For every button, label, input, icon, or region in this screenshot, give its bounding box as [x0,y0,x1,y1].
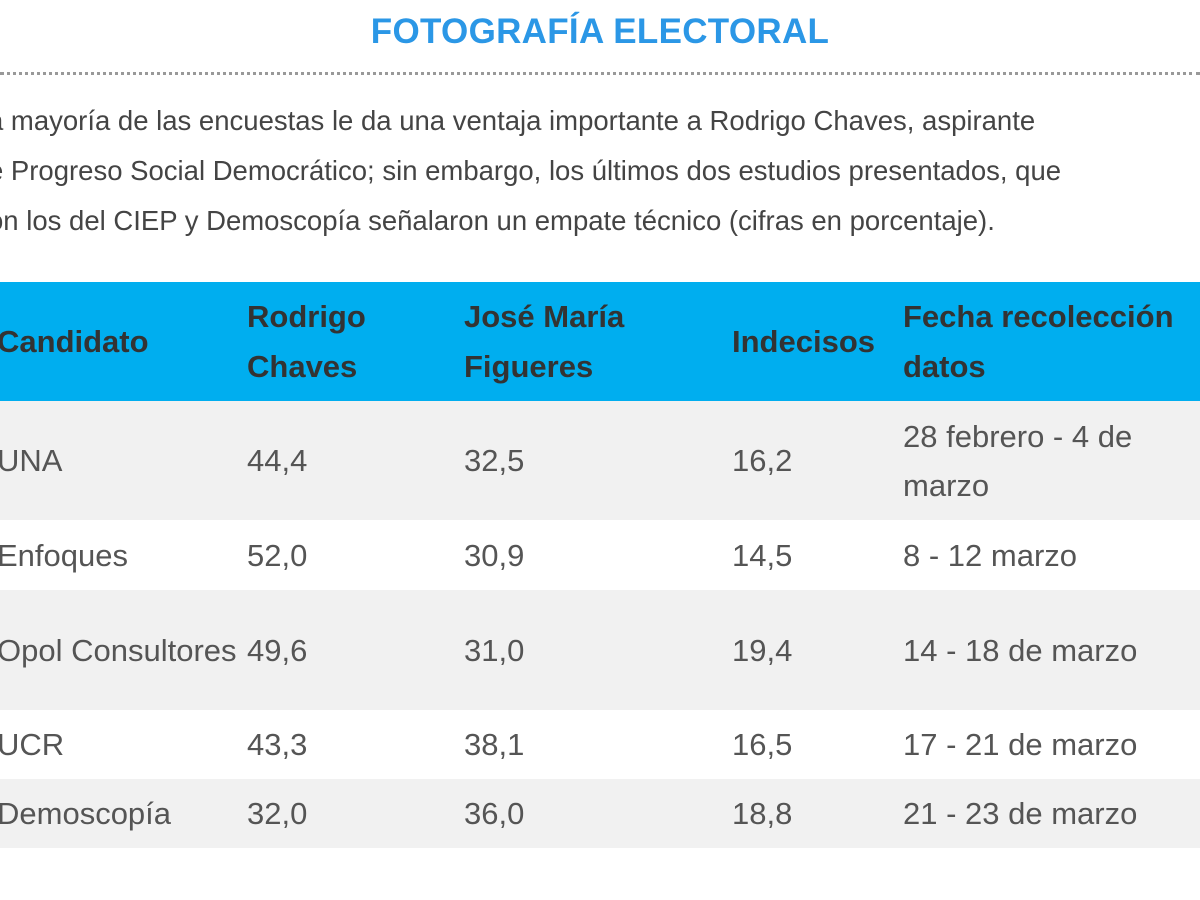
dotted-divider [0,72,1200,75]
cell-chaves: 44,4 [247,443,308,478]
header-jose-maria-figueres: José María Figueres [464,298,625,384]
intro-paragraph: a mayoría de las encuestas le da una ven… [0,96,1200,246]
cell-figueres: 36,0 [464,796,525,831]
cell-indecisos: 16,2 [732,443,793,478]
cell-figueres: 31,0 [464,632,525,668]
cell-chaves: 49,6 [247,632,308,668]
intro-line: a mayoría de las encuestas le da una ven… [0,105,1036,136]
table-header-row: Candidato Rodrigo Chaves José María Figu… [0,282,1200,401]
cell-indecisos: 14,5 [732,537,793,573]
table-row: Enfoques 52,0 30,9 14,5 8 - 12 marzo [0,520,1200,590]
cell-pollster: Enfoques [0,537,128,573]
cell-indecisos: 18,8 [732,796,793,831]
cell-figueres: 38,1 [464,727,525,762]
table-row: Demoscopía 32,0 36,0 18,8 21 - 23 de mar… [0,779,1200,848]
cell-fecha: 8 - 12 marzo [903,537,1078,573]
cell-figueres: 30,9 [464,537,525,573]
intro-line: on los del CIEP y Demoscopía señalaron u… [0,205,995,236]
cell-indecisos: 16,5 [732,727,793,762]
cell-pollster: Opol Consultores [0,632,237,668]
cell-figueres: 32,5 [464,443,525,478]
header-candidato: Candidato [0,323,149,359]
cell-fecha: 21 - 23 de marzo [903,796,1138,831]
cell-chaves: 43,3 [247,727,308,762]
cell-pollster: UCR [0,727,65,762]
table-row: UCR 43,3 38,1 16,5 17 - 21 de marzo [0,710,1200,779]
section-title: FOTOGRAFÍA ELECTORAL [370,12,830,51]
header-rodrigo-chaves: Rodrigo Chaves [247,298,366,384]
cell-fecha: 14 - 18 de marzo [903,632,1138,668]
cell-fecha: 28 febrero - 4 de marzo [903,418,1133,503]
header-fecha: Fecha recolección datos [903,298,1174,384]
cell-pollster: Demoscopía [0,796,172,831]
cell-indecisos: 19,4 [732,632,793,668]
table-row: Opol Consultores 49,6 31,0 19,4 14 - 18 … [0,590,1200,710]
header-indecisos: Indecisos [732,323,875,359]
cell-chaves: 32,0 [247,796,308,831]
cell-fecha: 17 - 21 de marzo [903,727,1138,762]
cell-pollster: UNA [0,443,63,478]
intro-line: e Progreso Social Democrático; sin embar… [0,155,1062,186]
table-row: UNA 44,4 32,5 16,2 28 febrero - 4 de mar… [0,401,1200,520]
poll-results-table: Candidato Rodrigo Chaves José María Figu… [0,282,1200,848]
cell-chaves: 52,0 [247,537,308,573]
